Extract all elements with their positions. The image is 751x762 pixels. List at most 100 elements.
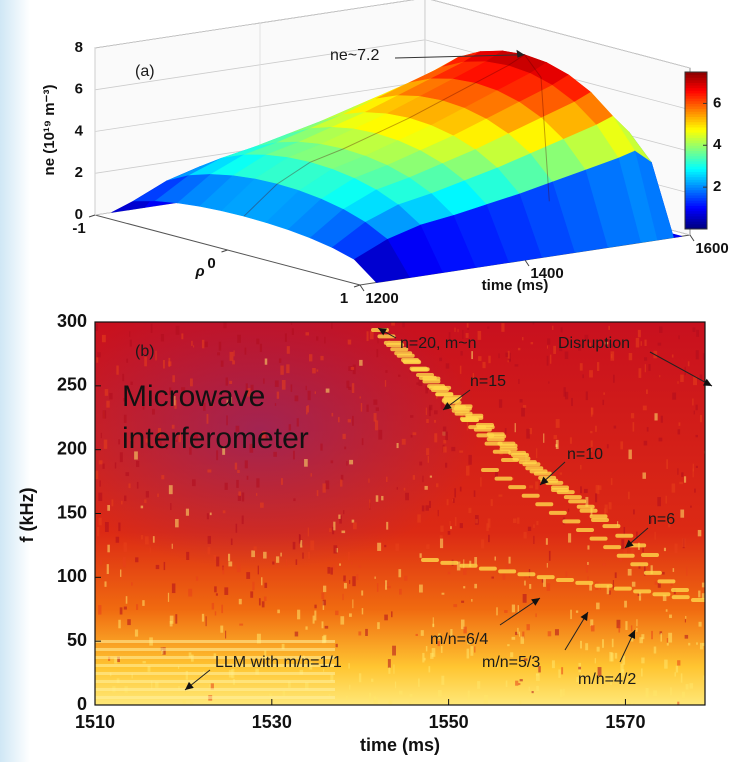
speckle	[244, 460, 248, 469]
speckle	[274, 380, 279, 387]
speckle	[228, 561, 233, 567]
speckle	[217, 352, 221, 356]
speckle	[229, 380, 233, 384]
speckle	[468, 507, 472, 514]
colorbar-cell	[685, 132, 707, 136]
speckle	[565, 571, 568, 577]
speckle	[273, 451, 277, 457]
speckle	[261, 577, 263, 586]
speckle	[622, 655, 626, 665]
speckle	[610, 478, 613, 486]
speckle	[250, 591, 254, 598]
speckle	[280, 365, 284, 375]
speckle	[595, 485, 600, 494]
speckle	[657, 497, 661, 507]
speckle	[580, 640, 583, 649]
colorbar-cell	[685, 192, 707, 196]
mode-streak	[556, 490, 575, 495]
speckle	[587, 561, 589, 565]
speckle	[320, 355, 324, 361]
speckle	[238, 598, 242, 605]
speckle	[342, 433, 346, 440]
speckle	[144, 499, 147, 504]
speckle	[145, 438, 149, 443]
speckle	[330, 674, 334, 682]
speckle	[307, 405, 310, 413]
speckle	[645, 389, 648, 394]
speckle	[612, 580, 614, 589]
speckle	[374, 420, 379, 431]
speckle	[386, 585, 391, 589]
llm-streak	[95, 656, 335, 659]
speckle	[404, 575, 408, 581]
speckle	[445, 431, 448, 441]
speckle	[619, 557, 623, 562]
speckle	[396, 443, 399, 449]
speckle	[450, 629, 453, 637]
speckle	[545, 538, 548, 545]
speckle	[456, 561, 461, 571]
speckle	[162, 647, 166, 655]
speckle	[415, 633, 418, 636]
speckle	[428, 666, 431, 673]
speckle	[498, 494, 503, 497]
panel-label: (b)	[135, 343, 155, 360]
speckle	[498, 399, 503, 408]
speckle	[419, 461, 423, 466]
speckle	[666, 459, 668, 469]
speckle	[502, 573, 506, 580]
speckle	[608, 325, 611, 330]
speckle	[130, 438, 132, 442]
speckle	[597, 485, 602, 490]
speckle	[589, 370, 593, 378]
speckle	[323, 585, 327, 593]
speckle	[234, 462, 238, 470]
speckle	[618, 624, 621, 633]
speckle	[390, 611, 393, 618]
colorbar-cell	[685, 210, 707, 214]
speckle	[412, 475, 416, 480]
speckle	[272, 561, 275, 565]
speckle	[681, 472, 684, 477]
speckle	[442, 446, 447, 453]
speckle	[174, 395, 176, 406]
speckle	[349, 613, 352, 617]
speckle	[388, 667, 391, 674]
speckle	[596, 646, 600, 652]
speckle	[297, 609, 301, 620]
speckle	[100, 432, 102, 439]
speckle	[679, 481, 683, 485]
speckle	[229, 396, 232, 405]
speckle	[376, 349, 379, 358]
speckle	[109, 392, 113, 400]
speckle	[527, 526, 532, 532]
speckle	[536, 685, 539, 692]
speckle	[511, 604, 516, 613]
speckle	[377, 334, 379, 344]
speckle	[250, 384, 254, 391]
speckle	[440, 525, 444, 532]
speckle	[281, 380, 286, 390]
speckle	[323, 669, 325, 672]
colorbar-cell	[685, 106, 707, 110]
colorbar-cell	[685, 137, 707, 141]
speckle	[291, 328, 294, 335]
y-tick-label: 50	[67, 630, 87, 650]
speckle	[314, 391, 317, 394]
speckle	[131, 582, 133, 586]
speckle	[703, 675, 705, 681]
speckle	[168, 485, 173, 495]
mode-streak	[602, 524, 621, 529]
speckle	[511, 477, 514, 480]
speckle	[111, 499, 114, 507]
speckle	[177, 666, 180, 669]
spectrogram	[95, 322, 705, 705]
speckle	[119, 452, 123, 463]
speckle	[571, 397, 573, 407]
speckle	[477, 330, 482, 340]
speckle	[434, 433, 438, 443]
speckle	[265, 432, 268, 441]
speckle	[677, 701, 680, 705]
colorbar-cell	[685, 174, 707, 178]
colorbar-cell	[685, 215, 707, 220]
